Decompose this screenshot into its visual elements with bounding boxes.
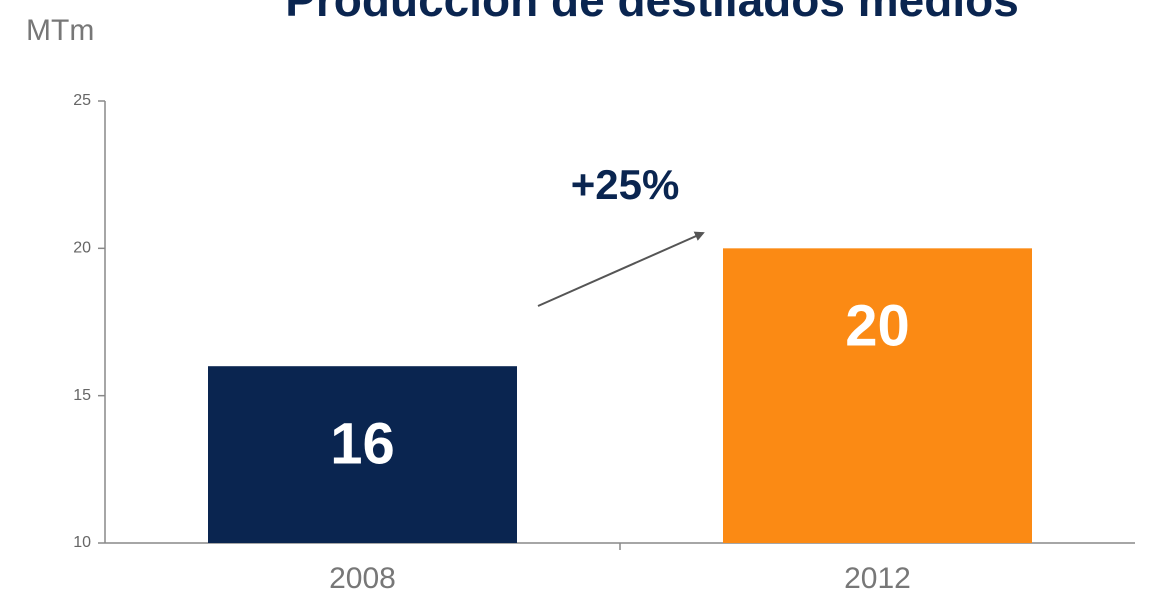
bar [723, 248, 1032, 544]
bar [208, 366, 517, 543]
data-label: 20 [845, 294, 910, 359]
growth-arrow [537, 231, 705, 307]
y-tick-label: 15 [73, 387, 91, 404]
data-label: 16 [330, 412, 395, 477]
y-axis-label: MTm [26, 14, 94, 47]
x-tick-label: 2008 [329, 562, 396, 593]
y-tick-label: 25 [73, 92, 91, 109]
y-tick-label: 20 [73, 240, 91, 257]
x-tick-label: 2012 [844, 562, 911, 593]
annotation: +25% [571, 161, 680, 208]
chart-title: Producción de destilados medios [285, 0, 1019, 26]
y-tick-label: 10 [73, 534, 91, 551]
